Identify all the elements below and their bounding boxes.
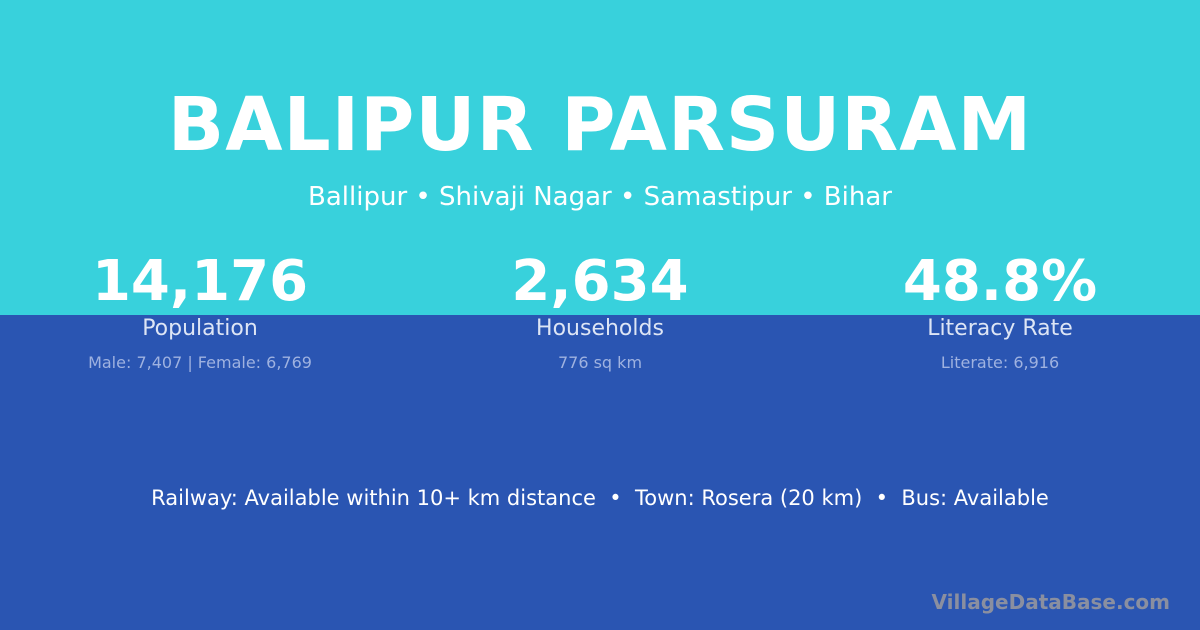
stat-population: 14,176 Population Male: 7,407 | Female: … (0, 249, 400, 373)
top-band (0, 0, 1200, 315)
stat-value: 48.8% (902, 249, 1098, 314)
watermark: VillageDataBase.com (931, 590, 1170, 614)
stat-detail: Literate: 6,916 (940, 353, 1060, 372)
stat-label: Population (142, 316, 258, 341)
village-title: BALIPUR PARSURAM (167, 82, 1033, 168)
stat-detail: Male: 7,407 | Female: 6,769 (88, 353, 312, 372)
stat-label: Households (536, 316, 664, 341)
stat-label: Literacy Rate (927, 316, 1073, 341)
connectivity-info: Railway: Available within 10+ km distanc… (151, 486, 1049, 510)
stat-detail: 776 sq km (557, 353, 643, 372)
stat-literacy: 48.8% Literacy Rate Literate: 6,916 (800, 249, 1200, 373)
stat-value: 2,634 (511, 249, 689, 314)
location-breadcrumb: Ballipur • Shivaji Nagar • Samastipur • … (308, 182, 892, 212)
bottom-band (0, 315, 1200, 630)
stat-households: 2,634 Households 776 sq km (400, 249, 800, 373)
stat-value: 14,176 (91, 249, 309, 314)
